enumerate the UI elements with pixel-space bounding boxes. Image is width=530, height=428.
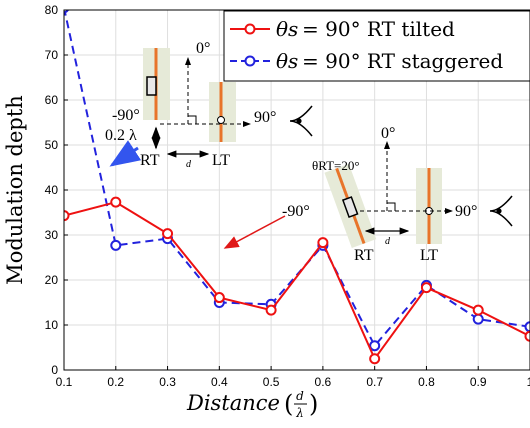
x-tick-label: 0.5 [263, 375, 280, 389]
legend-label-tilted: = 90° RT tilted [302, 17, 455, 41]
staggered-pointer-arrow [109, 140, 142, 167]
y-tick-label: 40 [45, 183, 59, 197]
x-tick-label: 0.9 [470, 375, 487, 389]
data-point-staggered [64, 10, 70, 14]
inset2-angle-left: -90° [282, 203, 310, 220]
legend: θs = 90° RT tilted θs = 90° RT staggered [223, 10, 530, 82]
y-axis-label: Modulation depth [3, 95, 27, 285]
eye-icon [289, 105, 313, 137]
x-tick-label: 0.2 [107, 375, 124, 389]
inset1-rt-label: RT [140, 152, 160, 169]
y-tick-label: 10 [45, 318, 59, 332]
data-point-tilted [472, 304, 484, 316]
legend-symbol-tilted: θs [276, 17, 298, 41]
data-point-tilted [110, 196, 122, 208]
y-tick-label: 60 [45, 93, 59, 107]
inset1-d-label: d [186, 159, 192, 170]
inset2-lt-label: LT [420, 247, 438, 264]
data-point-tilted [524, 330, 530, 342]
inset1-angle-top: 0° [196, 40, 210, 57]
data-point-tilted [64, 210, 70, 222]
lt-element [217, 116, 225, 124]
legend-entry-tilted: θs = 90° RT tilted [230, 17, 455, 41]
right-angle-mark [188, 115, 197, 124]
x-axis-frac-den: λ [295, 406, 304, 420]
eye-icon-2 [489, 195, 513, 227]
inset-1: 0° -90° 90° 0.2 λ RT LT d [105, 40, 313, 170]
x-axis-paren-close: ) [309, 390, 318, 418]
series-clip-group [64, 10, 530, 365]
data-point-staggered [110, 239, 122, 251]
data-point-tilted [213, 292, 225, 304]
x-axis-label: Distance ( d λ ) [186, 389, 318, 420]
data-point-staggered [369, 340, 381, 352]
series-layer [64, 10, 530, 365]
inset-2: 0° θRT=20° -90° 90° d RT LT [282, 125, 513, 264]
y-tick-label: 50 [45, 138, 59, 152]
data-point-tilted [420, 282, 432, 294]
inset1-angle-right: 90° [254, 109, 276, 126]
series-line-tilted [64, 201, 530, 361]
data-point-tilted [162, 228, 174, 240]
rt-element [146, 76, 157, 96]
data-point-staggered [524, 321, 530, 333]
y-tick-label: 0 [51, 363, 58, 377]
inset2-d-label: d [385, 236, 391, 247]
legend-marker-staggered [244, 55, 256, 67]
legend-box [223, 10, 530, 82]
y-tick-labels: 0 10 20 30 40 50 60 70 80 [45, 3, 59, 377]
x-tick-label: 0.1 [56, 375, 73, 389]
data-point-tilted [317, 237, 329, 249]
data-point-staggered [472, 313, 484, 325]
x-tick-label: 0.7 [366, 375, 383, 389]
x-axis-label-text: Distance [186, 391, 280, 415]
inset2-angle-top: 0° [381, 125, 395, 142]
x-tick-label: 0.4 [211, 375, 228, 389]
inset1-lt-label: LT [212, 152, 230, 169]
inset2-angle-right: 90° [455, 203, 477, 220]
y-tick-label: 70 [45, 48, 59, 62]
x-tick-labels: 0.1 0.2 0.3 0.4 0.5 0.6 0.7 0.8 0.9 1 [56, 375, 530, 389]
x-tick-label: 0.8 [418, 375, 435, 389]
tilted-pointer-arrow [223, 215, 286, 249]
plot-frame [63, 9, 530, 371]
separation-label: 0.2 λ [105, 127, 137, 144]
x-tick-label: 0.6 [315, 375, 332, 389]
legend-entry-staggered: θs = 90° RT staggered [230, 49, 503, 73]
x-axis-frac-num: d [296, 389, 304, 403]
legend-marker-tilted [244, 23, 256, 35]
y-tick-label: 20 [45, 273, 59, 287]
x-tick-label: 1 [527, 375, 530, 389]
inset2-rt-label: RT [354, 247, 374, 264]
data-point-tilted [369, 353, 381, 365]
inset1-angle-left: -90° [112, 107, 140, 124]
x-tick-label: 0.3 [159, 375, 176, 389]
data-point-tilted [265, 304, 277, 316]
y-tick-label: 80 [45, 3, 59, 17]
x-axis-paren-open: ( [284, 390, 293, 418]
right-angle-mark-2 [387, 202, 396, 211]
legend-symbol-staggered: θs [276, 49, 298, 73]
rt-tilted-element [341, 196, 359, 219]
legend-label-staggered: = 90° RT staggered [302, 49, 503, 73]
tilt-angle-label: θRT=20° [312, 158, 360, 173]
y-tick-label: 30 [45, 228, 59, 242]
